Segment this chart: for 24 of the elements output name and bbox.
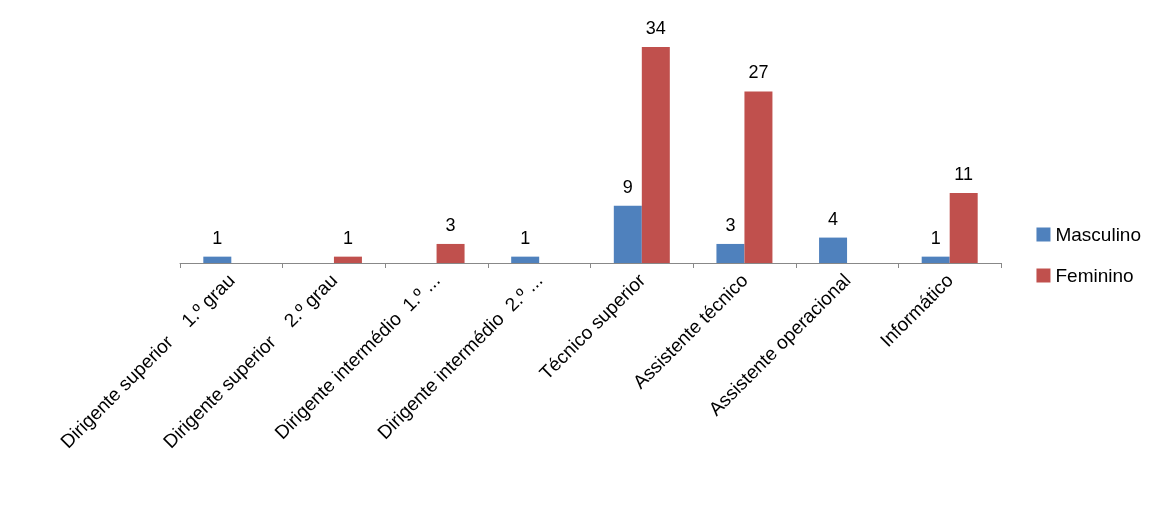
data-label: 1 (342, 227, 353, 248)
bar (203, 256, 232, 263)
bar (436, 243, 465, 263)
legend-label: Masculino (1055, 224, 1142, 245)
data-label: 1 (520, 227, 531, 248)
data-label: 1 (930, 227, 941, 248)
bar (921, 256, 950, 263)
data-label: 4 (828, 208, 839, 229)
legend-label: Feminino (1055, 265, 1134, 286)
data-label: 3 (445, 214, 456, 235)
data-label: 34 (645, 18, 666, 38)
data-label: 3 (725, 214, 736, 235)
data-label: 9 (622, 176, 633, 197)
bar (716, 243, 745, 263)
bar (333, 256, 362, 263)
bar (613, 205, 642, 263)
bar (949, 193, 978, 263)
bar (819, 237, 848, 263)
bar (744, 91, 773, 263)
bar (511, 256, 540, 263)
data-label: 11 (954, 164, 974, 185)
bar (641, 47, 670, 263)
data-label: 1 (212, 227, 223, 248)
data-label: 27 (748, 62, 769, 83)
